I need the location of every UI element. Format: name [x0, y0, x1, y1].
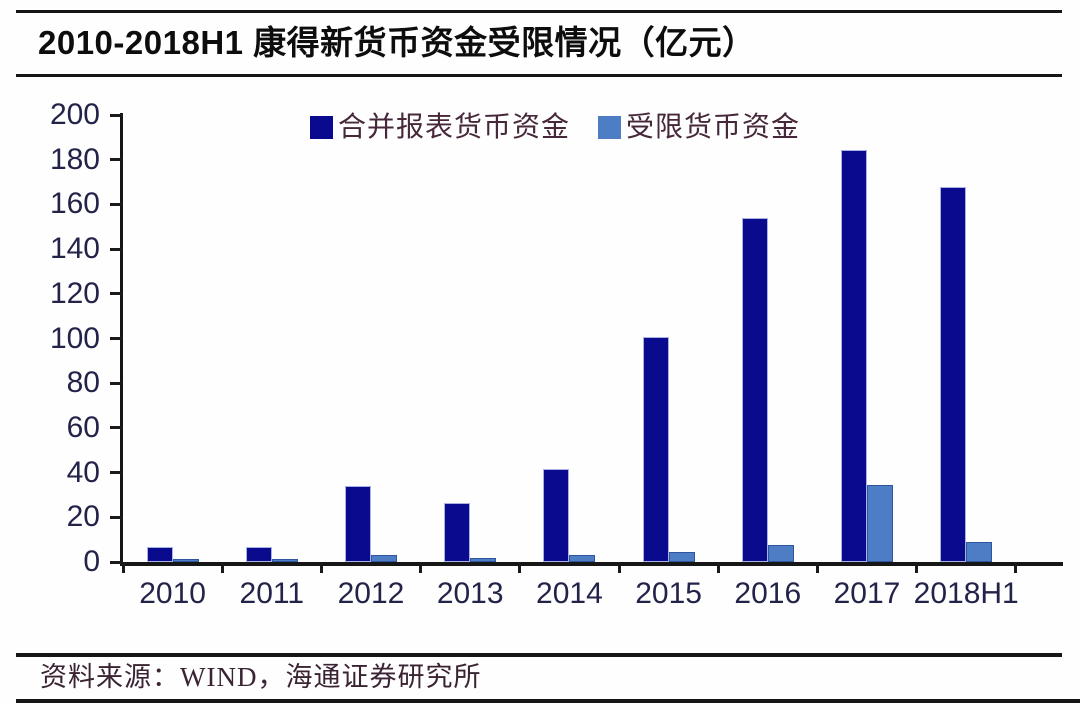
x-axis-tick: [815, 562, 819, 573]
y-axis-tick: [110, 247, 123, 251]
x-axis-label: 2012: [337, 577, 405, 610]
x-axis-label: 2015: [635, 577, 702, 610]
bar-consolidated-2010: [146, 547, 173, 562]
x-axis-tick: [419, 562, 423, 573]
x-axis-line: [120, 562, 1063, 566]
y-axis-tick: [110, 158, 123, 162]
y-tick-label: 60: [66, 410, 100, 444]
legend-swatch-restricted-cash: [598, 116, 621, 139]
y-tick-label: 180: [49, 142, 100, 176]
x-axis-tick: [915, 562, 919, 573]
bar-consolidated-2014: [543, 469, 570, 562]
bar-consolidated-2012: [345, 486, 371, 562]
y-tick-label: 80: [66, 366, 100, 400]
bar-restricted-2016: [767, 545, 794, 562]
x-axis-label: 2010: [139, 577, 206, 610]
y-axis-tick: [110, 471, 123, 475]
bar-consolidated-2013: [444, 502, 471, 562]
title-divider-rule: [16, 74, 1062, 77]
bar-restricted-2014: [569, 555, 596, 562]
bar-restricted-2010: [172, 558, 199, 562]
y-axis-tick: [110, 381, 123, 385]
bar-consolidated-2017: [841, 149, 867, 562]
y-axis-tick: [110, 515, 123, 519]
legend-swatch-consolidated-cash: [310, 116, 333, 139]
x-axis-tick: [617, 562, 621, 573]
bar-consolidated-2016: [741, 217, 768, 562]
y-tick-label: 0: [83, 545, 100, 578]
x-axis-label: 2014: [536, 577, 603, 610]
bar-restricted-2015: [668, 551, 695, 562]
source-note: 资料来源：WIND，海通证券研究所: [40, 662, 482, 692]
bar-consolidated-2015: [642, 337, 669, 562]
bar-consolidated-2018H1: [940, 186, 967, 562]
x-axis-tick: [121, 562, 125, 573]
y-tick-label: 120: [49, 276, 100, 310]
y-axis-tick: [110, 337, 123, 340]
bar-consolidated-2011: [245, 547, 272, 562]
y-axis-tick: [110, 292, 123, 296]
y-tick-label: 100: [49, 321, 100, 355]
y-tick-label: 40: [66, 455, 100, 489]
y-tick-label: 140: [49, 232, 100, 266]
bar-restricted-2011: [271, 558, 298, 562]
x-axis-label: 2016: [734, 577, 802, 610]
x-axis-label: 2013: [436, 577, 504, 610]
x-axis-tick: [1014, 562, 1018, 573]
bar-restricted-2013: [470, 557, 497, 562]
bar-restricted-2018H1: [966, 541, 993, 562]
x-axis-tick: [319, 562, 323, 573]
top-rule: [16, 10, 1062, 13]
x-axis-label: 2011: [239, 577, 305, 610]
legend-label-consolidated-cash: 合并报表货币资金: [338, 112, 571, 143]
chart-title: 2010-2018H1 康得新货币资金受限情况（亿元）: [38, 24, 756, 61]
x-axis-label: 2017: [833, 577, 901, 610]
y-tick-label: 20: [66, 500, 100, 534]
x-axis-label: 2018H1: [913, 577, 1019, 610]
legend-label-restricted-cash: 受限货币资金: [626, 112, 801, 143]
x-axis-tick: [518, 562, 522, 573]
y-axis-tick: [110, 113, 123, 117]
y-tick-label: 200: [49, 98, 100, 131]
y-axis-tick: [110, 426, 123, 430]
x-axis-tick: [716, 562, 720, 573]
bar-restricted-2017: [867, 484, 893, 562]
x-axis-tick: [220, 562, 224, 573]
footer-rule: [16, 653, 1062, 657]
bar-restricted-2012: [371, 555, 397, 562]
bottom-rule: [16, 699, 1080, 703]
y-axis-tick: [110, 560, 123, 564]
y-axis-tick: [110, 202, 123, 206]
y-tick-label: 160: [49, 187, 100, 221]
